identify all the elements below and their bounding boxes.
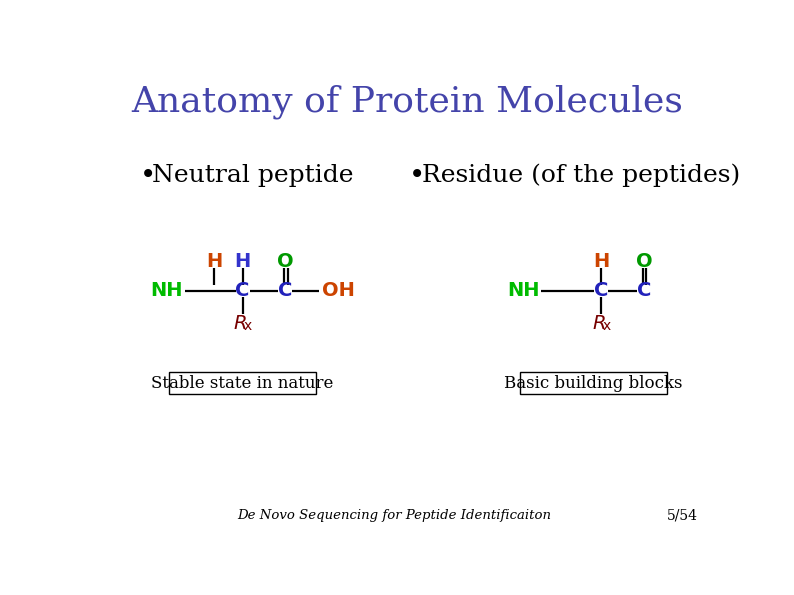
Text: 5/54: 5/54: [666, 509, 698, 522]
Text: H: H: [234, 252, 251, 271]
Text: $\mathit{R}$: $\mathit{R}$: [233, 314, 247, 333]
Text: •: •: [140, 161, 156, 189]
Text: C: C: [637, 281, 651, 300]
FancyBboxPatch shape: [520, 372, 667, 394]
Text: C: C: [278, 281, 292, 300]
Text: O: O: [277, 252, 294, 271]
Text: NH: NH: [150, 281, 183, 300]
Text: Anatomy of Protein Molecules: Anatomy of Protein Molecules: [131, 85, 683, 120]
Text: NH: NH: [507, 281, 539, 300]
Text: x: x: [244, 320, 252, 333]
FancyBboxPatch shape: [169, 372, 316, 394]
Text: Stable state in nature: Stable state in nature: [152, 375, 333, 392]
Text: C: C: [236, 281, 250, 300]
Text: H: H: [593, 252, 610, 271]
Text: •: •: [409, 161, 426, 189]
Text: Neutral peptide: Neutral peptide: [152, 164, 353, 187]
Text: $\mathit{R}$: $\mathit{R}$: [592, 314, 606, 333]
Text: x: x: [603, 320, 611, 333]
Text: Basic building blocks: Basic building blocks: [504, 375, 683, 392]
Text: OH: OH: [322, 281, 355, 300]
Text: C: C: [594, 281, 609, 300]
Text: Residue (of the peptides): Residue (of the peptides): [422, 164, 740, 187]
Text: O: O: [636, 252, 653, 271]
Text: H: H: [206, 252, 222, 271]
Text: De Novo Sequencing for Peptide Identificaiton: De Novo Sequencing for Peptide Identific…: [237, 509, 551, 522]
